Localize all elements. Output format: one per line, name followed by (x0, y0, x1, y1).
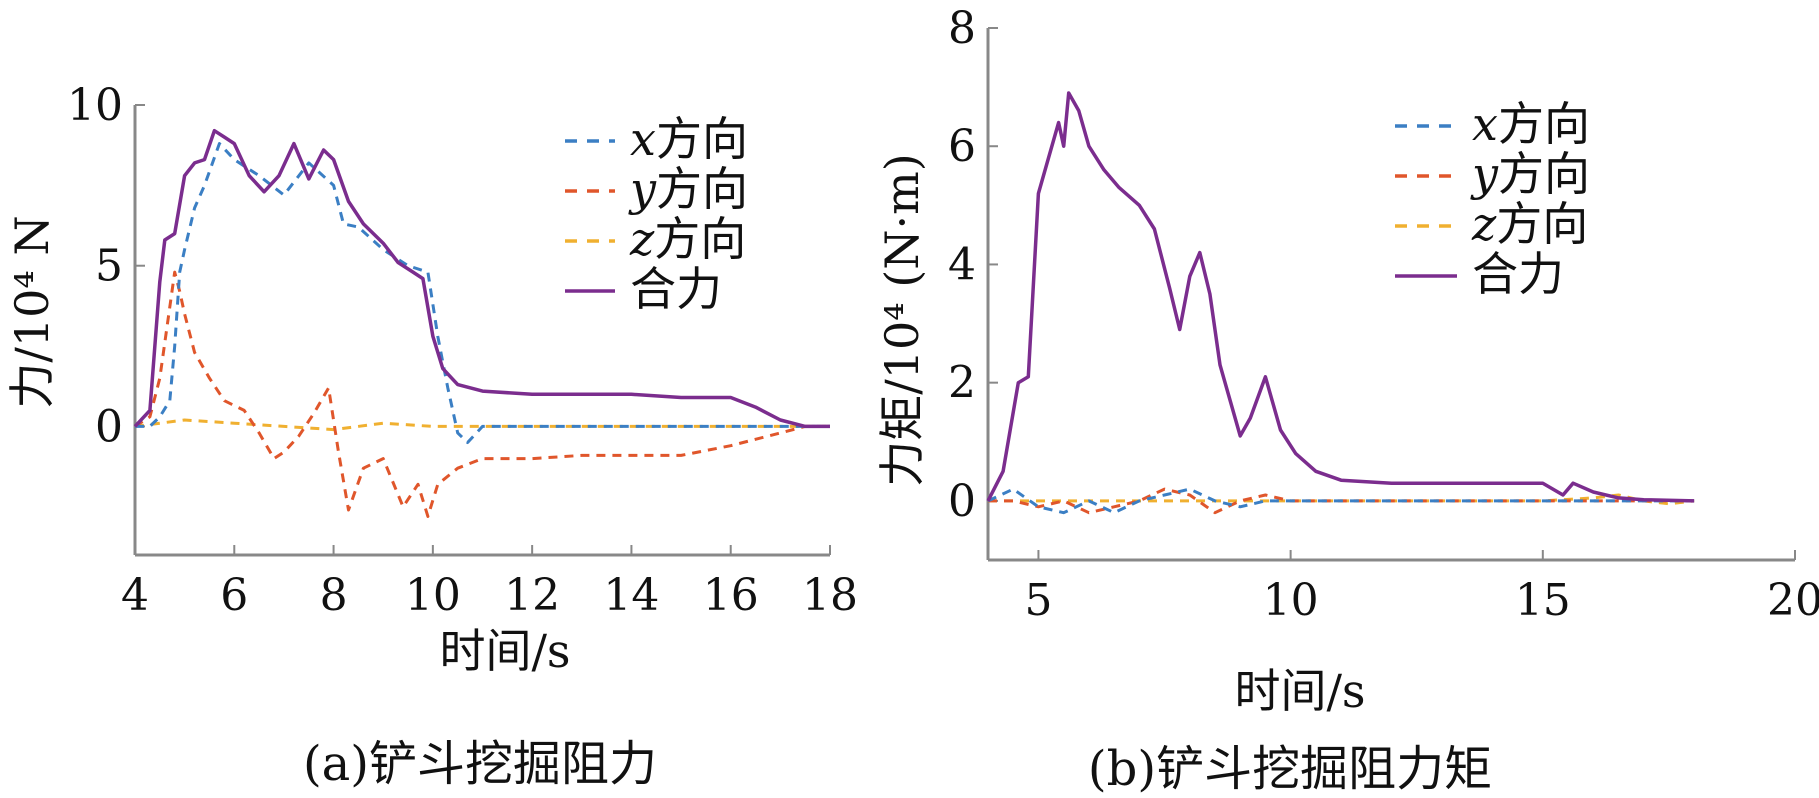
panel-a-y-tick-label: 5 (95, 241, 123, 292)
panel-b-ylabel: 力矩/10⁴ (N·m) (875, 153, 929, 486)
panel-a-caption: (a)铲斗挖掘阻力 (303, 736, 657, 792)
panel-a-legend-label-x: x方向 (630, 112, 748, 166)
panel-b-series (986, 91, 1695, 515)
panel-a-y-tick-label: 10 (67, 80, 123, 131)
panel-b-xlabel: 时间/s (1234, 664, 1365, 718)
panel-b-x-tick-label: 5 (1024, 575, 1052, 626)
panel-a-legend-label-y: y方向 (628, 162, 748, 216)
panel-b-y-tick-label: 8 (948, 3, 976, 54)
panel-b-caption: (b)铲斗挖掘阻力矩 (1088, 741, 1492, 797)
panel-b-y-tick-label: 2 (948, 358, 976, 409)
panel-b-x-tick-label: 20 (1767, 575, 1819, 626)
panel-a-x-tick-label: 14 (603, 570, 659, 621)
panel-a-x-tick-label: 8 (320, 570, 348, 621)
panel-b-x-tick-label: 10 (1263, 575, 1319, 626)
panel-a-axes: 4 6 8 10 12 14 16 18 0 5 10 (67, 80, 858, 621)
panel-b-y-tick-label: 4 (948, 239, 976, 290)
panel-a-x-tick-label: 6 (220, 570, 248, 621)
panel-a-legend-label-total: 合力 (630, 262, 722, 316)
panel-b-x-tick-label: 15 (1515, 575, 1571, 626)
panel-a-y-tick-label: 0 (95, 401, 123, 452)
panel-a-x-tick-label: 16 (703, 570, 759, 621)
panel-a-x-tick-label: 12 (504, 570, 560, 621)
panel-a-ylabel: 力/10⁴ N (5, 215, 59, 408)
panel-b-legend-label-z: z方向 (1471, 197, 1588, 251)
panel-b-series-total (986, 91, 1695, 503)
panel-b-y-tick-label: 0 (948, 476, 976, 527)
panel-a-series-y (134, 270, 830, 518)
panel-b-legend-label-total: 合力 (1472, 247, 1564, 301)
panel-a-xlabel: 时间/s (439, 624, 570, 678)
panel-a-series-z (134, 418, 830, 432)
panel-a-legend-label-z: z方向 (629, 212, 746, 266)
panel-b-legend-label-x: x方向 (1472, 97, 1590, 151)
panel-a-x-tick-label: 4 (121, 570, 149, 621)
panel-a-series-total (133, 128, 830, 429)
panel-b-y-tick-label: 6 (948, 121, 976, 172)
panel-b-series-y (988, 487, 1695, 515)
panel-b-axes: 5 10 15 20 0 2 4 6 8 (948, 3, 1819, 626)
panel-a-series (133, 128, 830, 518)
panel-a-x-tick-label: 10 (405, 570, 461, 621)
panel-b-series-x (987, 487, 1695, 515)
panel-b-legend-label-y: y方向 (1470, 147, 1590, 201)
panel-a-series-x (135, 142, 830, 444)
panel-a-x-tick-label: 18 (802, 570, 858, 621)
